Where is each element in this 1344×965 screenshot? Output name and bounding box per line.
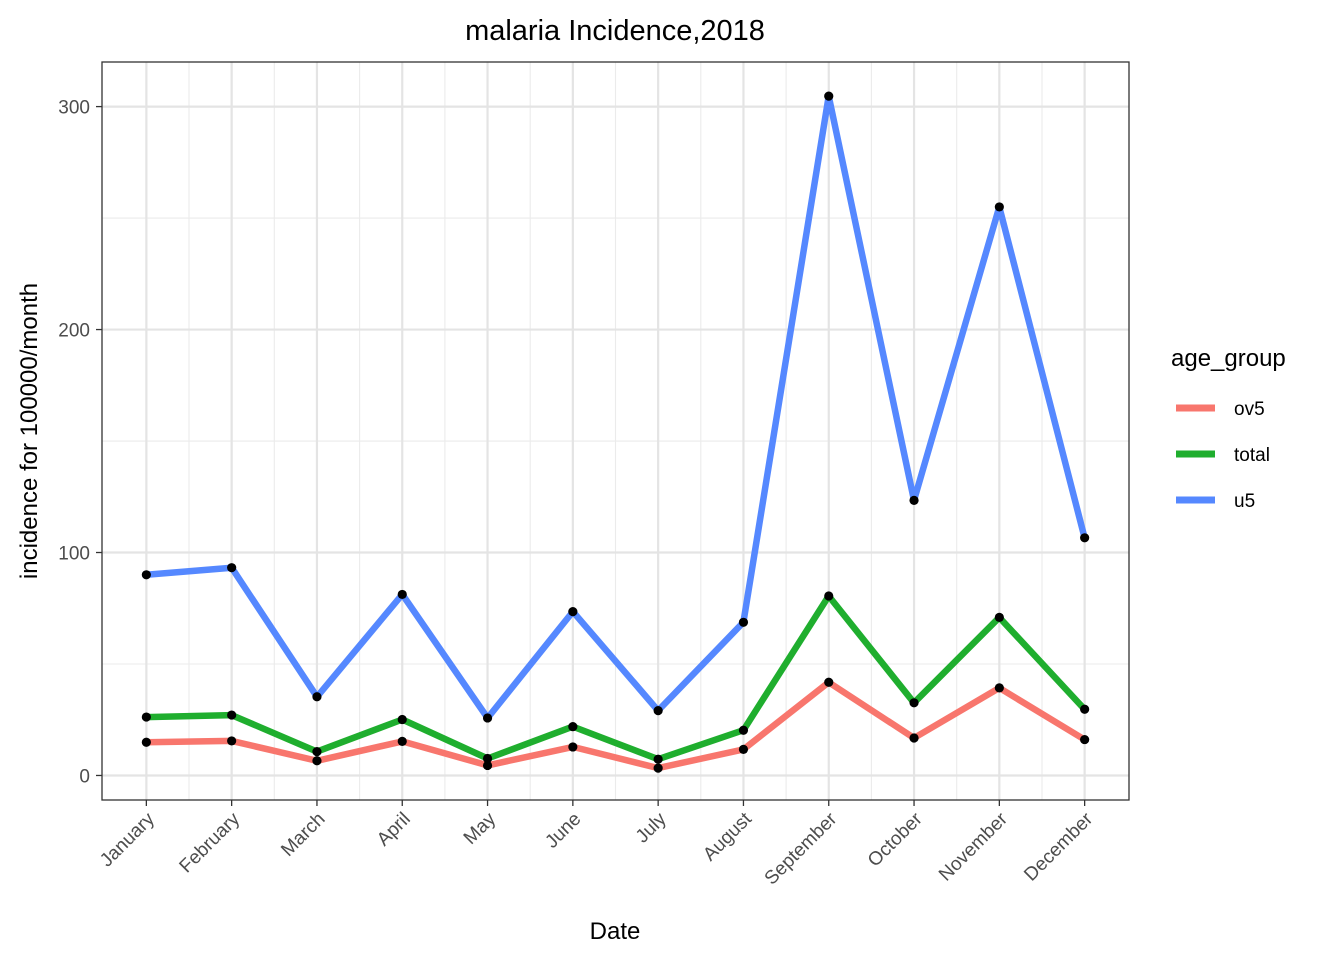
data-point-ov5 bbox=[1080, 734, 1090, 745]
data-point-u5 bbox=[312, 692, 322, 702]
data-point-total bbox=[1080, 704, 1090, 714]
y-axis-title: incidence for 100000/month bbox=[16, 283, 43, 579]
series-line-total bbox=[146, 592, 1087, 763]
data-point-ov5 bbox=[397, 736, 407, 746]
data-point-total bbox=[568, 722, 578, 732]
x-axis-title: Date bbox=[590, 918, 641, 945]
data-point-total bbox=[653, 754, 663, 764]
data-point-u5 bbox=[1080, 533, 1090, 543]
data-point-ov5 bbox=[227, 736, 237, 746]
data-point-total bbox=[312, 747, 322, 757]
data-point-ov5 bbox=[653, 763, 663, 773]
data-point-total bbox=[141, 712, 151, 722]
data-point-total bbox=[738, 725, 749, 735]
data-point-total bbox=[397, 714, 407, 725]
series-line-u5 bbox=[146, 92, 1088, 722]
data-point-ov5 bbox=[738, 744, 749, 754]
data-point-u5 bbox=[227, 563, 237, 573]
data-point-u5 bbox=[397, 589, 407, 600]
data-point-total bbox=[227, 710, 237, 720]
legend-label-total: total bbox=[1234, 445, 1270, 466]
data-point-u5 bbox=[738, 617, 749, 627]
y-tick-label: 100 bbox=[58, 544, 90, 565]
chart-title: malaria Incidence,2018 bbox=[465, 15, 765, 47]
legend-label-u5: u5 bbox=[1234, 491, 1255, 512]
data-point-u5 bbox=[141, 570, 151, 580]
data-point-ov5 bbox=[482, 760, 493, 771]
data-point-total bbox=[824, 591, 834, 601]
data-point-ov5 bbox=[141, 737, 151, 747]
data-point-ov5 bbox=[824, 677, 834, 687]
panel-border bbox=[101, 61, 1130, 801]
y-tick-label: 300 bbox=[58, 98, 90, 119]
data-point-total bbox=[994, 612, 1004, 622]
series-line-ov5 bbox=[146, 679, 1087, 772]
data-point-ov5 bbox=[994, 683, 1004, 693]
data-point-ov5 bbox=[312, 756, 322, 766]
data-point-total bbox=[482, 753, 493, 764]
data-point-u5 bbox=[568, 606, 578, 617]
data-point-ov5 bbox=[909, 733, 919, 743]
data-point-u5 bbox=[653, 705, 663, 716]
data-point-u5 bbox=[824, 91, 834, 101]
data-point-u5 bbox=[994, 202, 1004, 212]
legend-title: age_group bbox=[1171, 345, 1286, 372]
data-point-total bbox=[909, 698, 919, 708]
legend: age_group ov5 total u5 bbox=[1171, 345, 1286, 512]
legend-label-ov5: ov5 bbox=[1234, 399, 1265, 420]
y-tick-label: 200 bbox=[58, 321, 90, 342]
data-point-u5 bbox=[909, 495, 919, 505]
data-point-ov5 bbox=[568, 742, 578, 752]
data-point-u5 bbox=[482, 713, 493, 723]
y-tick-label: 0 bbox=[79, 766, 90, 787]
